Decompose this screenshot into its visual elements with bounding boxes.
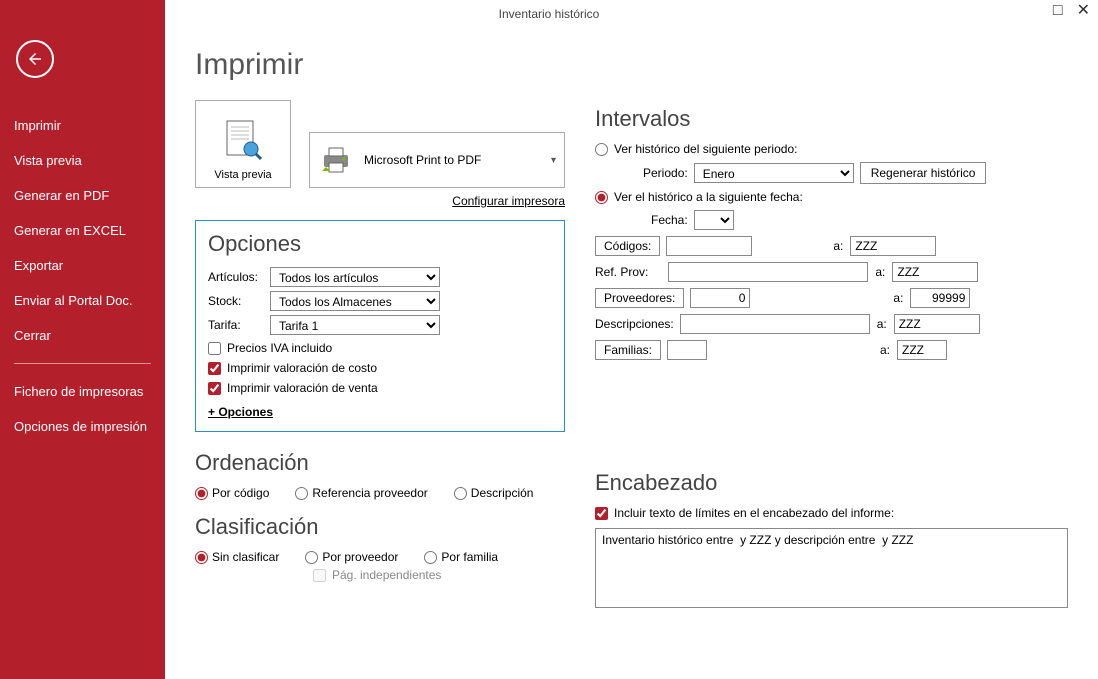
codigos-button[interactable]: Códigos: [595, 236, 660, 256]
historico-fecha-radio[interactable] [595, 191, 608, 204]
precios-iva-label: Precios IVA incluido [227, 341, 332, 355]
proveedores-from-input[interactable] [690, 288, 750, 308]
stock-label: Stock: [208, 294, 270, 308]
encabezado-title: Encabezado [595, 470, 1068, 496]
codigos-from-input[interactable] [666, 236, 752, 256]
window-title: Inventario histórico [499, 7, 600, 21]
preview-label: Vista previa [214, 169, 271, 181]
clasificacion-sin-clasificar[interactable]: Sin clasificar [195, 550, 279, 564]
tarifa-label: Tarifa: [208, 318, 270, 332]
a-label: a: [874, 265, 886, 279]
fecha-label: Fecha: [651, 213, 688, 227]
a-label: a: [832, 239, 844, 253]
printer-name: Microsoft Print to PDF [364, 153, 481, 167]
sidebar-item-generar-pdf[interactable]: Generar en PDF [0, 178, 165, 213]
fecha-select[interactable] [694, 210, 734, 230]
opciones-panel: Opciones Artículos: Todos los artículos … [195, 220, 565, 432]
descripciones-label: Descripciones: [595, 317, 674, 331]
periodo-label: Periodo: [643, 166, 688, 180]
sidebar-item-cerrar[interactable]: Cerrar [0, 318, 165, 353]
valoracion-venta-label: Imprimir valoración de venta [227, 381, 378, 395]
pag-indep-checkbox [313, 569, 326, 582]
codigos-to-input[interactable] [850, 236, 936, 256]
sidebar-item-enviar-portal[interactable]: Enviar al Portal Doc. [0, 283, 165, 318]
a-label: a: [876, 317, 888, 331]
intervalos-title: Intervalos [595, 106, 1068, 132]
proveedores-to-input[interactable] [910, 288, 970, 308]
pag-indep-label: Pág. independientes [332, 568, 441, 582]
sidebar-item-fichero-impresoras[interactable]: Fichero de impresoras [0, 374, 165, 409]
maximize-icon[interactable]: □ [1053, 4, 1063, 18]
back-button[interactable] [16, 40, 54, 78]
familias-to-input[interactable] [897, 340, 947, 360]
descripciones-to-input[interactable] [894, 314, 980, 334]
sidebar: Imprimir Vista previa Generar en PDF Gen… [0, 0, 165, 679]
descripciones-from-input[interactable] [680, 314, 870, 334]
regenerar-historico-button[interactable]: Regenerar histórico [860, 162, 987, 184]
preview-icon [223, 119, 263, 163]
configure-printer-link[interactable]: Configurar impresora [195, 194, 565, 208]
refprov-label: Ref. Prov: [595, 265, 648, 279]
clasificacion-por-familia[interactable]: Por familia [424, 550, 498, 564]
refprov-to-input[interactable] [892, 262, 978, 282]
back-arrow-icon [26, 50, 44, 68]
sidebar-separator [14, 363, 151, 364]
sidebar-item-vista-previa[interactable]: Vista previa [0, 143, 165, 178]
printer-icon [320, 145, 354, 175]
stock-select[interactable]: Todos los Almacenes [270, 291, 440, 311]
proveedores-button[interactable]: Proveedores: [595, 288, 684, 308]
opciones-title: Opciones [208, 231, 552, 257]
encabezado-textarea[interactable] [595, 528, 1068, 608]
a-label: a: [892, 291, 904, 305]
more-options-link[interactable]: + Opciones [208, 405, 552, 419]
preview-button[interactable]: Vista previa [195, 100, 291, 188]
incluir-limites-checkbox[interactable] [595, 507, 608, 520]
sidebar-item-opciones-impresion[interactable]: Opciones de impresión [0, 409, 165, 444]
valoracion-venta-checkbox[interactable] [208, 382, 221, 395]
ordenacion-descripcion[interactable]: Descripción [454, 486, 534, 500]
valoracion-costo-label: Imprimir valoración de costo [227, 361, 377, 375]
articulos-select[interactable]: Todos los artículos [270, 267, 440, 287]
articulos-label: Artículos: [208, 270, 270, 284]
ordenacion-por-codigo[interactable]: Por código [195, 486, 269, 500]
close-icon[interactable]: ✕ [1077, 4, 1090, 18]
familias-button[interactable]: Familias: [595, 340, 661, 360]
a-label: a: [879, 343, 891, 357]
page-title: Imprimir [195, 48, 565, 82]
historico-periodo-radio[interactable] [595, 143, 608, 156]
chevron-down-icon: ▾ [551, 155, 556, 166]
historico-periodo-label: Ver histórico del siguiente periodo: [614, 142, 797, 156]
printer-select[interactable]: Microsoft Print to PDF ▾ [309, 132, 565, 188]
periodo-select[interactable]: Enero [694, 163, 854, 183]
ordenacion-title: Ordenación [195, 450, 565, 476]
tarifa-select[interactable]: Tarifa 1 [270, 315, 440, 335]
historico-fecha-label: Ver el histórico a la siguiente fecha: [614, 190, 803, 204]
familias-from-input[interactable] [667, 340, 707, 360]
ordenacion-ref-proveedor[interactable]: Referencia proveedor [295, 486, 427, 500]
valoracion-costo-checkbox[interactable] [208, 362, 221, 375]
sidebar-item-exportar[interactable]: Exportar [0, 248, 165, 283]
refprov-from-input[interactable] [668, 262, 868, 282]
sidebar-item-generar-excel[interactable]: Generar en EXCEL [0, 213, 165, 248]
clasificacion-title: Clasificación [195, 514, 565, 540]
precios-iva-checkbox[interactable] [208, 342, 221, 355]
sidebar-item-imprimir[interactable]: Imprimir [0, 108, 165, 143]
clasificacion-por-proveedor[interactable]: Por proveedor [305, 550, 398, 564]
incluir-limites-label: Incluir texto de límites en el encabezad… [614, 506, 894, 520]
